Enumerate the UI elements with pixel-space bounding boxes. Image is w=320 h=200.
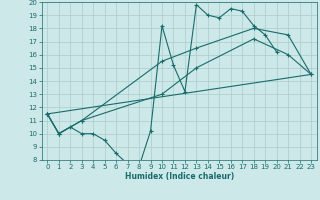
X-axis label: Humidex (Indice chaleur): Humidex (Indice chaleur) (124, 172, 234, 181)
